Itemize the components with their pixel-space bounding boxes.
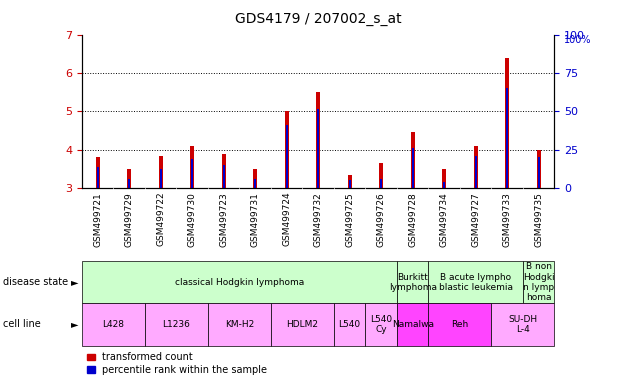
Text: GSM499729: GSM499729	[125, 192, 134, 247]
Text: GSM499733: GSM499733	[503, 192, 512, 247]
Text: GSM499722: GSM499722	[156, 192, 165, 247]
Bar	[474, 146, 478, 188]
Bar	[428, 261, 523, 303]
Bar	[285, 125, 288, 188]
Bar	[254, 179, 256, 188]
Text: Reh: Reh	[451, 320, 469, 329]
Bar	[491, 303, 554, 346]
Text: GSM499728: GSM499728	[408, 192, 417, 247]
Bar	[285, 111, 289, 188]
Text: L1236: L1236	[163, 320, 190, 329]
Legend: transformed count, percentile rank within the sample: transformed count, percentile rank withi…	[87, 353, 267, 375]
Text: ►: ►	[71, 277, 79, 287]
Bar	[397, 261, 428, 303]
Text: B acute lympho
blastic leukemia: B acute lympho blastic leukemia	[438, 273, 513, 292]
Bar	[253, 169, 257, 188]
Text: cell line: cell line	[3, 319, 41, 329]
Bar	[474, 156, 477, 188]
Bar	[222, 165, 225, 188]
Text: disease state: disease state	[3, 277, 68, 287]
Text: L540
Cy: L540 Cy	[370, 315, 392, 334]
Bar	[523, 261, 554, 303]
Text: GSM499727: GSM499727	[471, 192, 480, 247]
Bar	[145, 303, 208, 346]
Bar	[159, 156, 163, 188]
Bar	[379, 163, 383, 188]
Text: L428: L428	[103, 320, 124, 329]
Bar	[128, 179, 130, 188]
Text: GSM499726: GSM499726	[377, 192, 386, 247]
Text: GSM499725: GSM499725	[345, 192, 354, 247]
Text: GSM499730: GSM499730	[188, 192, 197, 247]
Bar	[537, 157, 540, 188]
Text: GSM499724: GSM499724	[282, 192, 291, 247]
Bar	[334, 303, 365, 346]
Bar	[442, 169, 446, 188]
Bar	[316, 92, 320, 188]
Bar	[82, 303, 145, 346]
Bar	[208, 303, 271, 346]
Text: KM-H2: KM-H2	[225, 320, 254, 329]
Bar	[537, 150, 541, 188]
Bar	[443, 182, 445, 188]
Text: HDLM2: HDLM2	[287, 320, 318, 329]
Bar	[428, 303, 491, 346]
Text: GSM499732: GSM499732	[314, 192, 323, 247]
Text: Namalwa: Namalwa	[392, 320, 433, 329]
Bar	[82, 261, 397, 303]
Text: 100%: 100%	[564, 35, 592, 45]
Bar	[505, 58, 509, 188]
Bar	[506, 88, 508, 188]
Text: GDS4179 / 207002_s_at: GDS4179 / 207002_s_at	[235, 12, 401, 25]
Bar	[348, 180, 351, 188]
Bar	[348, 175, 352, 188]
Bar	[159, 169, 162, 188]
Bar	[317, 109, 319, 188]
Bar	[190, 146, 194, 188]
Text: GSM499721: GSM499721	[93, 192, 102, 247]
Bar	[191, 159, 193, 188]
Text: Burkitt
lymphoma: Burkitt lymphoma	[389, 273, 437, 292]
Bar	[96, 157, 100, 188]
Bar	[411, 148, 414, 188]
Text: classical Hodgkin lymphoma: classical Hodgkin lymphoma	[175, 278, 304, 287]
Bar	[96, 167, 99, 188]
Text: GSM499734: GSM499734	[440, 192, 449, 247]
Bar	[411, 132, 415, 188]
Text: L540: L540	[338, 320, 361, 329]
Bar	[271, 303, 334, 346]
Bar	[222, 154, 226, 188]
Bar	[127, 169, 131, 188]
Text: B non
Hodgki
n lymp
homa: B non Hodgki n lymp homa	[523, 262, 554, 302]
Bar	[380, 179, 382, 188]
Text: GSM499735: GSM499735	[534, 192, 543, 247]
Text: SU-DH
L-4: SU-DH L-4	[508, 315, 537, 334]
Text: GSM499723: GSM499723	[219, 192, 228, 247]
Text: ►: ►	[71, 319, 79, 329]
Text: GSM499731: GSM499731	[251, 192, 260, 247]
Bar	[365, 303, 397, 346]
Bar	[397, 303, 428, 346]
